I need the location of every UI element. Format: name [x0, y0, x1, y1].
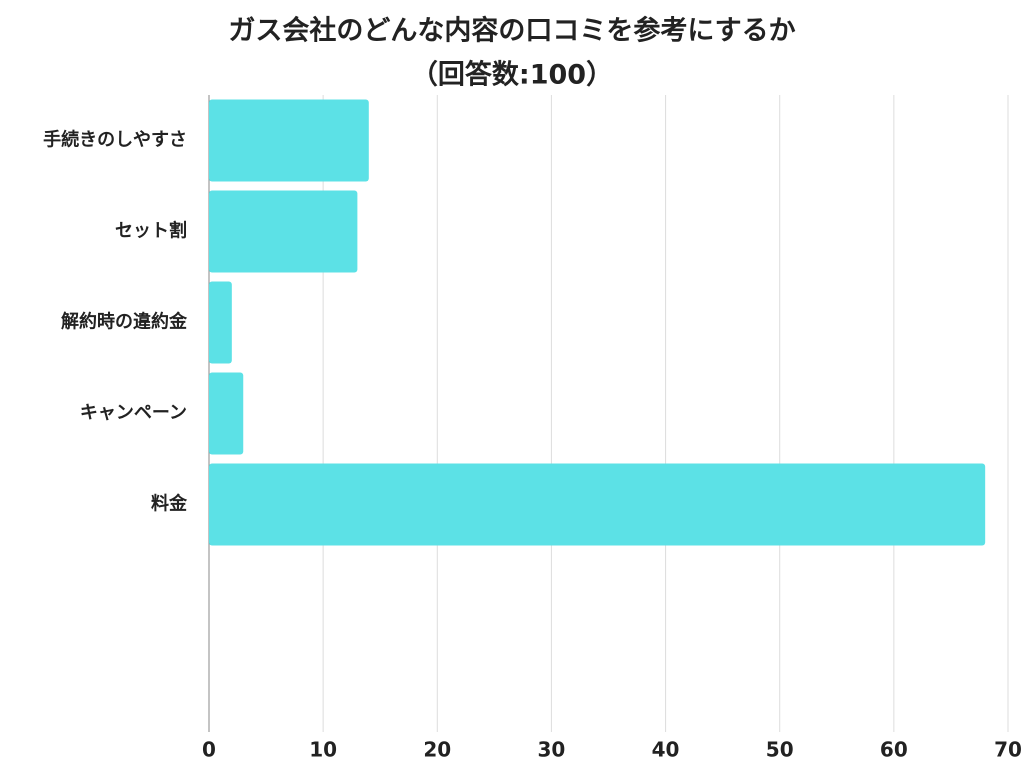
x-tick-label: 30 [538, 738, 566, 762]
bar [209, 372, 244, 455]
chart-title: ガス会社のどんな内容の口コミを参考にするか [228, 15, 795, 47]
x-tick-label: 0 [202, 738, 216, 762]
x-tick-label: 40 [652, 738, 680, 762]
x-tick-label: 10 [309, 738, 337, 762]
y-tick-label: 手続きのしやすさ [43, 129, 187, 151]
y-tick-label: セット割 [115, 220, 187, 242]
x-tick-label: 50 [766, 738, 794, 762]
chart-subtitle: （回答数:100） [411, 59, 613, 91]
bar [209, 463, 986, 546]
x-tick-label: 20 [423, 738, 451, 762]
bar [209, 99, 369, 182]
y-tick-label: キャンペーン [80, 403, 187, 424]
y-tick-label: 解約時の違約金 [61, 311, 188, 333]
bar [209, 190, 358, 273]
x-tick-label: 60 [880, 738, 908, 762]
bar [209, 281, 232, 364]
y-tick-label: 料金 [151, 493, 188, 515]
x-tick-label: 70 [994, 738, 1022, 762]
